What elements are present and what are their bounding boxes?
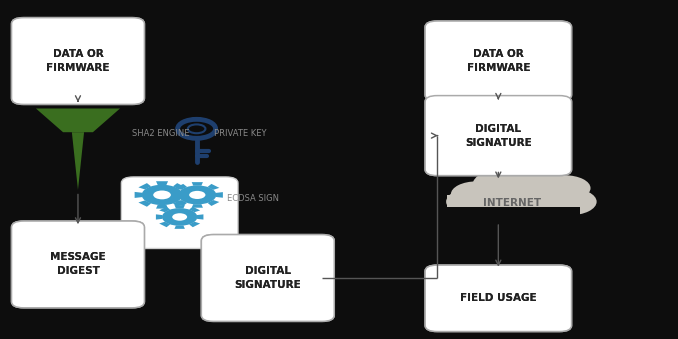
Circle shape [142,185,182,205]
Text: ECDSA SIGN: ECDSA SIGN [227,194,279,203]
Text: SHA2 ENGINE: SHA2 ENGINE [132,129,190,138]
Polygon shape [156,205,168,208]
Circle shape [178,185,216,204]
Polygon shape [174,205,185,208]
Circle shape [475,180,549,217]
FancyBboxPatch shape [12,18,144,104]
Polygon shape [192,182,203,186]
Polygon shape [36,108,120,132]
Text: DIGITAL
SIGNATURE: DIGITAL SIGNATURE [235,266,301,290]
Polygon shape [216,192,223,198]
Circle shape [509,167,566,196]
Text: DATA OR
FIRMWARE: DATA OR FIRMWARE [46,49,110,73]
Circle shape [473,168,538,201]
Circle shape [446,187,503,216]
Polygon shape [189,207,200,212]
Text: FIELD USAGE: FIELD USAGE [460,293,537,303]
FancyBboxPatch shape [425,21,572,101]
FancyBboxPatch shape [12,18,144,104]
Text: DIGITAL
SIGNATURE: DIGITAL SIGNATURE [465,124,532,147]
Text: FIELD USAGE: FIELD USAGE [460,293,537,303]
FancyBboxPatch shape [425,96,572,176]
Polygon shape [156,181,168,185]
FancyBboxPatch shape [12,221,144,308]
Polygon shape [138,200,151,207]
Circle shape [520,182,585,215]
Circle shape [542,188,597,215]
Text: DATA OR
FIRMWARE: DATA OR FIRMWARE [466,49,530,73]
Polygon shape [175,184,187,190]
Circle shape [188,124,205,133]
Polygon shape [173,200,186,207]
FancyBboxPatch shape [201,235,334,321]
Text: INTERNET: INTERNET [483,198,541,208]
Polygon shape [189,222,200,227]
Circle shape [539,175,591,201]
Polygon shape [192,204,203,208]
Polygon shape [159,207,170,212]
FancyBboxPatch shape [201,235,334,321]
Polygon shape [156,214,163,220]
Polygon shape [138,183,151,190]
Text: DIGITAL
SIGNATURE: DIGITAL SIGNATURE [465,124,532,147]
Circle shape [172,213,187,221]
Text: MESSAGE
DIGEST: MESSAGE DIGEST [50,253,106,276]
Polygon shape [173,183,186,190]
Text: DATA OR
FIRMWARE: DATA OR FIRMWARE [46,49,110,73]
Text: DIGITAL
SIGNATURE: DIGITAL SIGNATURE [235,266,301,290]
Polygon shape [172,192,179,198]
Polygon shape [159,222,170,227]
FancyBboxPatch shape [447,195,576,208]
Polygon shape [175,200,187,206]
Polygon shape [72,132,84,190]
Text: MESSAGE
DIGEST: MESSAGE DIGEST [50,253,106,276]
FancyBboxPatch shape [425,21,572,101]
Text: PRIVATE KEY: PRIVATE KEY [214,129,266,138]
FancyBboxPatch shape [444,207,580,224]
Polygon shape [197,214,203,220]
Polygon shape [207,184,220,190]
Circle shape [451,181,502,207]
Circle shape [162,208,197,226]
Text: DATA OR
FIRMWARE: DATA OR FIRMWARE [466,49,530,73]
Circle shape [189,191,205,199]
FancyBboxPatch shape [425,96,572,176]
FancyBboxPatch shape [425,265,572,332]
FancyBboxPatch shape [12,221,144,308]
Polygon shape [182,192,189,198]
FancyBboxPatch shape [425,265,572,332]
Polygon shape [174,225,185,229]
Circle shape [153,191,171,199]
FancyBboxPatch shape [121,177,238,248]
Polygon shape [135,192,142,198]
Polygon shape [207,200,220,206]
